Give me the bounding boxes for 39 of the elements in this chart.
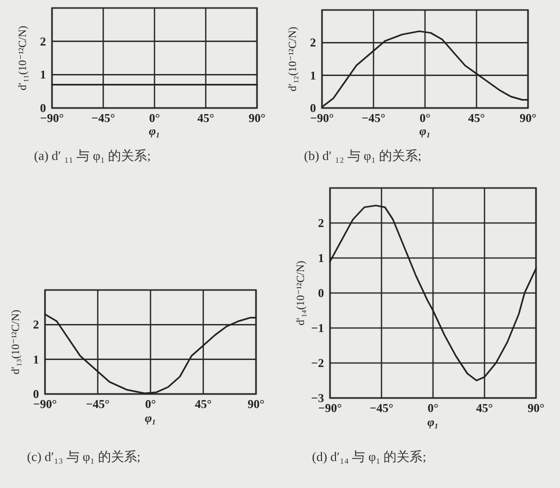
text: (a) d′ ₁₁ 与 φ₁ 的关系; — [34, 148, 151, 163]
y-tick-label: 1 — [40, 68, 46, 82]
x-axis-title: φ₁ — [427, 415, 439, 429]
x-tick-label: 0° — [149, 111, 160, 125]
x-tick-label: 90° — [248, 111, 266, 125]
x-tick-label: −45° — [370, 401, 394, 415]
y-tick-label: 1 — [318, 251, 324, 265]
x-tick-label: 0° — [428, 401, 439, 415]
x-tick-label: −45° — [362, 111, 386, 125]
x-tick-label: −45° — [91, 111, 116, 125]
text: (d) d′₁₄ 与 φ₁ 的关系; — [312, 449, 426, 464]
text: (b) d′ ₁₂ 与 φ₁ 的关系; — [304, 148, 422, 163]
x-tick-label: −45° — [86, 397, 110, 411]
x-tick-label: 90° — [528, 401, 545, 415]
y-axis-title: d′₁₄(10⁻¹²C/N) — [295, 260, 307, 326]
y-axis-title: d′₁₃(10⁻¹²C/N) — [10, 309, 22, 374]
y-tick-label: 2 — [40, 34, 46, 48]
x-axis-title: φ₁ — [419, 124, 431, 138]
x-tick-label: 90° — [520, 111, 537, 125]
y-tick-label: 2 — [310, 36, 316, 50]
x-tick-label: 45° — [476, 401, 494, 415]
text: (c) d′₁₃ 与 φ₁ 的关系; — [27, 449, 140, 464]
y-axis-title: d′₁₁(10⁻¹²C/N) — [17, 25, 29, 90]
x-tick-label: 45° — [194, 397, 212, 411]
y-tick-label: 1 — [310, 68, 316, 82]
y-tick-label: −1 — [311, 321, 324, 335]
y-tick-label: 0 — [318, 286, 324, 300]
x-tick-label: 0° — [145, 397, 156, 411]
y-tick-label: 1 — [33, 352, 39, 366]
x-tick-label: 0° — [420, 111, 431, 125]
y-tick-label: −2 — [311, 356, 324, 370]
x-tick-label: 45° — [468, 111, 486, 125]
x-axis-title: φ₁ — [148, 124, 160, 138]
y-tick-label: 2 — [318, 216, 324, 230]
x-axis-title: φ₁ — [144, 411, 156, 425]
y-axis-title: d′₁₂(10⁻¹²C/N) — [287, 26, 299, 92]
x-tick-label: 90° — [248, 397, 265, 411]
x-tick-label: 45° — [197, 111, 214, 125]
y-tick-label: 2 — [33, 318, 39, 332]
